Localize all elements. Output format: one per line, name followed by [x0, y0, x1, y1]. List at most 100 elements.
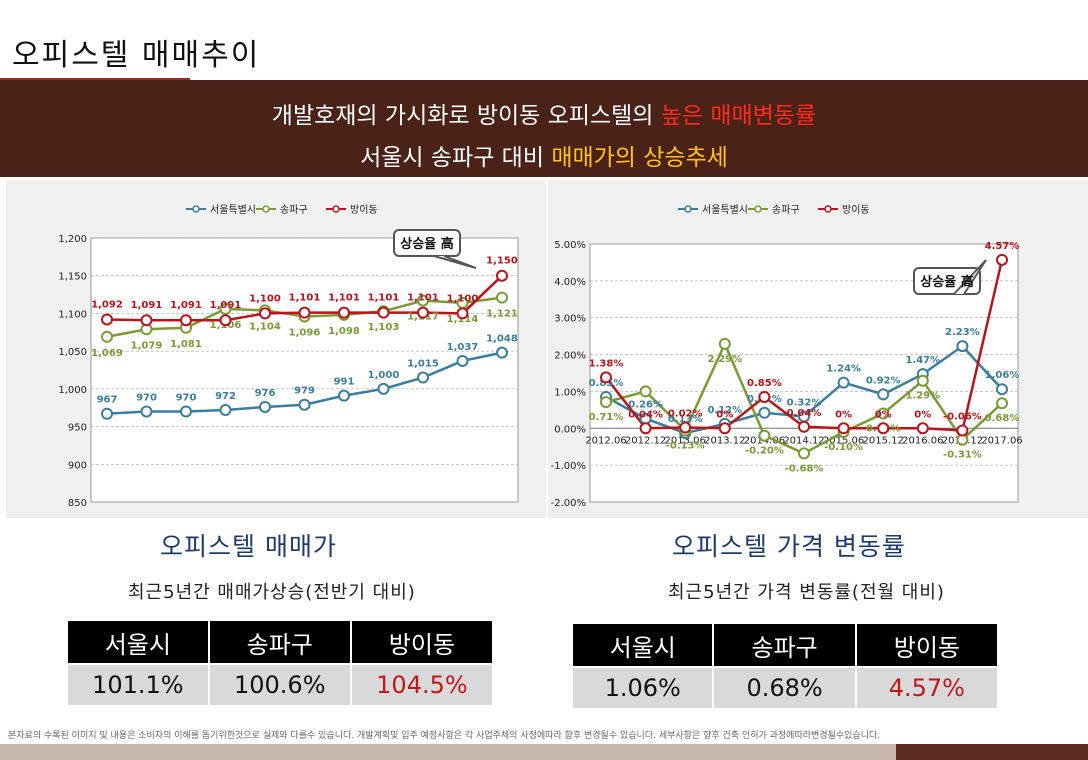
- data-label-bangi: 1.38%: [589, 358, 624, 369]
- rate-caption: 최근5년간 가격 변동률(전월 대비): [668, 582, 945, 603]
- value-bangi: 4.57%: [855, 666, 1000, 708]
- disclaimer: 본자료의 수록된 이미지 및 내용은 소비자의 이해를 돕기위한것으로 실제와 …: [8, 731, 881, 741]
- y-tick-label: 900: [68, 460, 87, 471]
- data-label-seoul: 970: [176, 392, 197, 403]
- data-label-bangi: 1,091: [210, 300, 242, 311]
- data-label-seoul: 1,037: [447, 342, 479, 353]
- x-tick-label: 2014.12: [783, 435, 824, 446]
- banner-line-1-highlight: 높은 매매변동률: [660, 103, 817, 129]
- x-tick-label: 2017.06: [981, 435, 1022, 446]
- point-bangi: [956, 424, 969, 437]
- point-bangi: [298, 306, 311, 319]
- legend-marker-songpa: [262, 205, 270, 213]
- legend-marker-seoul: [192, 205, 200, 213]
- data-label-bangi: 1,091: [131, 300, 163, 311]
- point-bangi: [456, 307, 469, 320]
- x-tick-label: 2013.12: [704, 435, 745, 446]
- point-bangi: [338, 306, 350, 319]
- value-songpa: 0.68%: [713, 666, 857, 708]
- data-label-seoul: 1,015: [407, 359, 439, 370]
- data-label-seoul: 1.47%: [905, 355, 940, 366]
- point-seoul: [338, 389, 350, 402]
- data-label-songpa: 0.71%: [589, 412, 624, 423]
- point-seoul: [259, 400, 271, 413]
- point-songpa: [639, 385, 652, 398]
- point-seoul: [996, 383, 1008, 396]
- data-label-bangi: 1,091: [170, 300, 202, 311]
- point-songpa: [417, 294, 429, 307]
- data-label-songpa: 1,079: [131, 340, 163, 351]
- data-label-songpa: 1,081: [170, 339, 202, 350]
- y-tick-label: 4.00%: [554, 277, 586, 288]
- data-label-bangi: 0%: [914, 409, 931, 420]
- data-label-songpa: 0.68%: [985, 413, 1020, 424]
- page-title: 오피스텔 매매추이: [12, 38, 261, 73]
- point-seoul: [877, 388, 890, 401]
- point-seoul: [956, 340, 969, 353]
- point-songpa: [101, 330, 113, 343]
- point-seoul: [837, 376, 850, 389]
- data-label-seoul: 967: [97, 395, 118, 406]
- data-label-bangi: 0.04%: [628, 409, 663, 420]
- legend-marker-bangi: [332, 205, 340, 213]
- point-songpa: [600, 396, 612, 409]
- plot-area: [90, 237, 519, 503]
- callout-label: 상승율 高: [920, 274, 973, 290]
- value-seoul: 1.06%: [573, 666, 715, 708]
- data-label-songpa: -0.31%: [943, 450, 982, 461]
- price-caption: 최근5년간 매매가상승(전반기 대비): [128, 582, 416, 603]
- data-label-seoul: 991: [334, 377, 355, 388]
- point-bangi: [679, 421, 692, 434]
- data-label-bangi: 1,092: [91, 299, 123, 310]
- data-label-bangi: 0%: [716, 409, 733, 420]
- y-tick-label: 1,150: [58, 272, 87, 283]
- legend-label-seoul: 서울특별시: [702, 204, 748, 216]
- value-bangi: 104.5%: [350, 663, 495, 705]
- bottom-bar-accent: [896, 744, 1088, 760]
- data-label-bangi: 0.85%: [747, 378, 782, 389]
- banner-line-1: 개발호재의 가시화로 방이동 오피스텔의 높은 매매변동률: [0, 96, 1088, 130]
- y-tick-label: 0.00%: [554, 424, 586, 435]
- x-tick-label: 2016.06: [902, 435, 943, 446]
- data-label-bangi: 1,100: [249, 293, 281, 304]
- bottom-bar: [0, 744, 1088, 760]
- data-label-songpa: 1,104: [249, 321, 281, 332]
- table-header-bangi: 방이동: [350, 621, 495, 664]
- callout-label: 상승율 高: [400, 236, 453, 252]
- data-label-seoul: 0.85%: [589, 378, 624, 389]
- point-bangi: [417, 306, 429, 319]
- table-header-bangi: 방이동: [855, 624, 1000, 667]
- point-songpa: [758, 429, 771, 442]
- data-label-bangi: 1,101: [368, 293, 400, 304]
- data-label-bangi: 0.04%: [787, 408, 822, 419]
- data-label-seoul: 979: [294, 386, 315, 397]
- point-bangi: [916, 422, 929, 435]
- banner-line-2-highlight: 매매가의 상승추세: [551, 145, 728, 171]
- y-tick-label: -2.00%: [551, 498, 586, 509]
- point-bangi: [758, 390, 771, 403]
- point-bangi: [798, 420, 810, 433]
- point-songpa: [916, 374, 929, 387]
- point-seoul: [496, 346, 508, 359]
- price-chart: 서울특별시 송파구 방이동 850 900 950 1,000 1,050 1,100 1,150…: [58, 204, 519, 509]
- point-seoul: [298, 398, 311, 411]
- y-tick-label: 3.00%: [554, 314, 586, 325]
- y-tick-label: 5.00%: [554, 240, 586, 251]
- callout-pointer: [433, 255, 477, 269]
- value-songpa: 100.6%: [208, 663, 352, 705]
- x-tick-label: 2013.06: [665, 435, 706, 446]
- table-row: 101.1% 100.6% 104.5%: [68, 663, 495, 705]
- table-header-songpa: 송파구: [208, 621, 352, 664]
- point-bangi: [996, 253, 1008, 266]
- point-bangi: [600, 371, 612, 384]
- data-label-bangi: -0.06%: [943, 411, 982, 422]
- data-label-seoul: 970: [136, 392, 157, 403]
- data-label-songpa: -0.68%: [785, 463, 824, 474]
- price-chart-panel: 서울특별시 송파구 방이동 850 900 950 1,000 1,050 1,100 1,150…: [6, 180, 546, 518]
- value-seoul: 101.1%: [68, 663, 210, 705]
- y-tick-label: -1.00%: [551, 461, 586, 472]
- legend-label-bangi: 방이동: [842, 204, 870, 216]
- x-tick-label: 2015.06: [823, 435, 864, 446]
- data-label-songpa: 1,098: [328, 326, 360, 337]
- data-label-songpa: 1,103: [368, 322, 400, 333]
